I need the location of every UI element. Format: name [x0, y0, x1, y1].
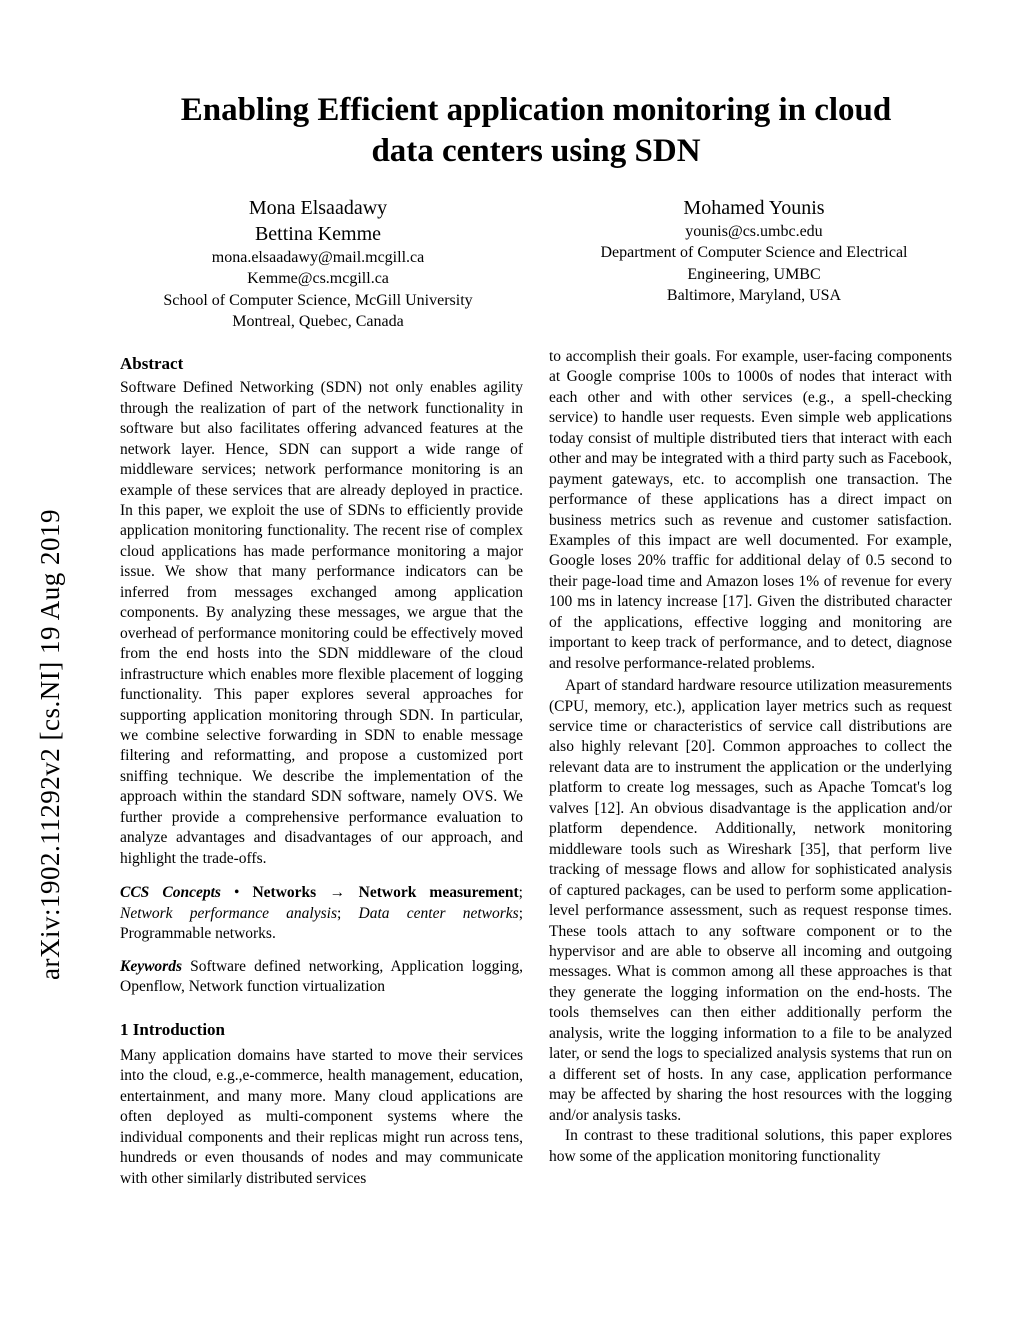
author-name: Bettina Kemme: [120, 221, 516, 247]
arrow-icon: →: [316, 884, 358, 901]
author-block-right: Mohamed Younis younis@cs.umbc.edu Depart…: [556, 195, 952, 333]
ccs-bullet: •: [221, 884, 253, 901]
author-block-left: Mona Elsaadawy Bettina Kemme mona.elsaad…: [120, 195, 516, 333]
ccs-label: CCS Concepts: [120, 884, 221, 901]
author-name: Mona Elsaadawy: [120, 195, 516, 221]
two-column-body: Abstract Software Defined Networking (SD…: [120, 347, 952, 1191]
right-column: to accomplish their goals. For example, …: [549, 347, 952, 1191]
arxiv-stamp: arXiv:1902.11292v2 [cs.NI] 19 Aug 2019: [35, 509, 66, 980]
author-affiliation: Montreal, Quebec, Canada: [120, 311, 516, 333]
author-affiliation: Department of Computer Science and Elect…: [556, 242, 952, 264]
ccs-topic: Network measurement: [359, 884, 519, 901]
author-affiliation: Baltimore, Maryland, USA: [556, 285, 952, 307]
authors-row: Mona Elsaadawy Bettina Kemme mona.elsaad…: [120, 195, 952, 333]
author-affiliation: School of Computer Science, McGill Unive…: [120, 290, 516, 312]
paper-page: arXiv:1902.11292v2 [cs.NI] 19 Aug 2019 E…: [0, 0, 1020, 1320]
abstract-body: Software Defined Networking (SDN) not on…: [120, 378, 523, 869]
left-column: Abstract Software Defined Networking (SD…: [120, 347, 523, 1191]
keywords-label: Keywords: [120, 958, 182, 975]
title-line-2: data centers using SDN: [371, 133, 700, 169]
paper-title: Enabling Efficient application monitorin…: [120, 90, 952, 173]
title-line-1: Enabling Efficient application monitorin…: [181, 92, 892, 128]
abstract-heading: Abstract: [120, 353, 523, 375]
body-paragraph: to accomplish their goals. For example, …: [549, 347, 952, 674]
ccs-topic: Data center networks: [359, 905, 519, 922]
section-heading-introduction: 1 Introduction: [120, 1019, 523, 1041]
ccs-topic: Network performance analysis: [120, 905, 337, 922]
ccs-category: Networks: [252, 884, 316, 901]
ccs-sep: ;: [337, 905, 359, 922]
body-paragraph: Apart of standard hardware resource util…: [549, 676, 952, 1126]
author-email: younis@cs.umbc.edu: [556, 221, 952, 243]
author-affiliation: Engineering, UMBC: [556, 264, 952, 286]
intro-paragraph: Many application domains have started to…: [120, 1046, 523, 1189]
author-email: Kemme@cs.mcgill.ca: [120, 268, 516, 290]
author-name: Mohamed Younis: [556, 195, 952, 221]
keywords: Keywords Software defined networking, Ap…: [120, 957, 523, 998]
author-email: mona.elsaadawy@mail.mcgill.ca: [120, 247, 516, 269]
ccs-concepts: CCS Concepts • Networks → Network measur…: [120, 883, 523, 944]
body-paragraph: In contrast to these traditional solutio…: [549, 1126, 952, 1167]
ccs-sep: ;: [519, 884, 523, 901]
